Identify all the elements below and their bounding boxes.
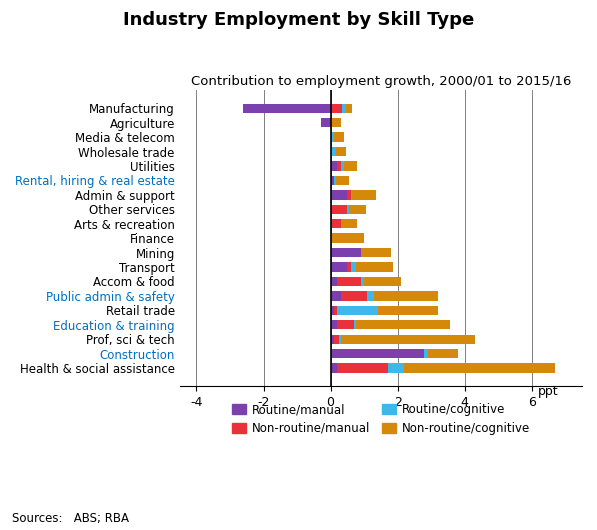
- Bar: [336, 176, 349, 185]
- Bar: [350, 190, 352, 199]
- Bar: [331, 234, 364, 243]
- Bar: [331, 147, 336, 156]
- Bar: [368, 291, 374, 301]
- Bar: [349, 205, 366, 214]
- Bar: [334, 176, 336, 185]
- Text: Industry Employment by Skill Type: Industry Employment by Skill Type: [123, 11, 474, 29]
- Bar: [331, 161, 337, 171]
- Bar: [347, 205, 349, 214]
- Bar: [352, 190, 376, 199]
- Bar: [377, 306, 438, 315]
- Bar: [331, 219, 341, 228]
- Bar: [428, 349, 458, 358]
- Bar: [387, 364, 404, 373]
- Bar: [374, 291, 438, 301]
- Bar: [331, 262, 347, 272]
- Bar: [334, 132, 344, 142]
- Bar: [244, 103, 331, 113]
- Bar: [331, 248, 361, 257]
- Legend: Routine/manual, Non-routine/manual, Routine/cognitive, Non-routine/cognitive: Routine/manual, Non-routine/manual, Rout…: [227, 398, 535, 439]
- Bar: [347, 262, 350, 272]
- Bar: [331, 320, 337, 330]
- Bar: [337, 364, 387, 373]
- Bar: [334, 334, 339, 344]
- Bar: [337, 277, 361, 286]
- Bar: [344, 161, 358, 171]
- Bar: [331, 118, 341, 127]
- Bar: [341, 291, 368, 301]
- Text: Sources:   ABS; RBA: Sources: ABS; RBA: [12, 511, 129, 525]
- Bar: [331, 176, 334, 185]
- Bar: [331, 349, 424, 358]
- Bar: [336, 147, 346, 156]
- Bar: [337, 320, 354, 330]
- Bar: [356, 320, 450, 330]
- Bar: [331, 334, 334, 344]
- Bar: [364, 277, 401, 286]
- Bar: [361, 277, 364, 286]
- Bar: [331, 277, 337, 286]
- Bar: [331, 132, 334, 142]
- Bar: [337, 306, 377, 315]
- Bar: [341, 219, 358, 228]
- Bar: [404, 364, 555, 373]
- Bar: [356, 262, 393, 272]
- Bar: [350, 262, 356, 272]
- Bar: [337, 161, 341, 171]
- Bar: [331, 364, 337, 373]
- Bar: [334, 306, 337, 315]
- Bar: [331, 190, 347, 199]
- Text: ppt: ppt: [538, 385, 559, 399]
- Bar: [331, 306, 334, 315]
- Bar: [331, 103, 342, 113]
- Bar: [341, 161, 344, 171]
- Bar: [339, 334, 341, 344]
- Bar: [361, 248, 391, 257]
- Bar: [331, 205, 347, 214]
- Bar: [331, 291, 341, 301]
- Bar: [354, 320, 356, 330]
- Bar: [342, 103, 346, 113]
- Bar: [424, 349, 428, 358]
- Bar: [347, 190, 350, 199]
- Bar: [321, 118, 331, 127]
- Title: Contribution to employment growth, 2000/01 to 2015/16: Contribution to employment growth, 2000/…: [190, 75, 571, 87]
- Bar: [341, 334, 475, 344]
- Bar: [346, 103, 352, 113]
